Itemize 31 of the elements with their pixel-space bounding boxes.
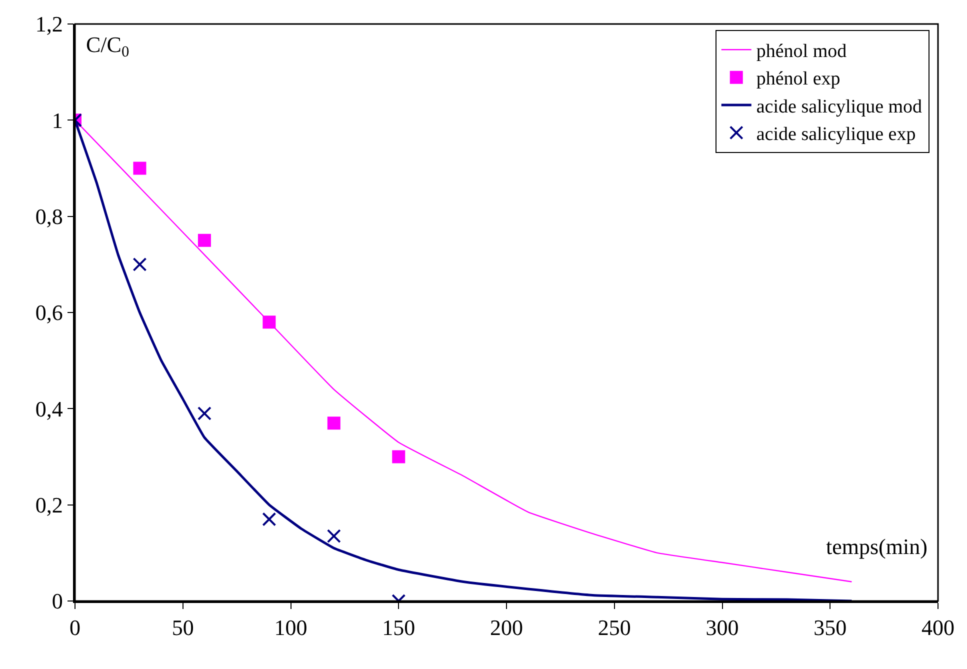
y-tick-label: 1 <box>52 108 63 133</box>
legend-label: acide salicylique exp <box>756 124 916 146</box>
x-tick-label: 150 <box>382 615 416 640</box>
y-tick-label: 0,6 <box>35 300 63 326</box>
point <box>327 416 340 430</box>
x-tick-label: 100 <box>274 615 308 640</box>
legend-label: phénol exp <box>756 68 840 90</box>
x-tick-label: 350 <box>814 615 847 640</box>
y-tick-label: 0,4 <box>35 396 63 422</box>
point <box>326 529 341 544</box>
point <box>133 162 146 175</box>
x-tick-label: 50 <box>172 615 194 640</box>
x-tick-label: 400 <box>922 615 954 640</box>
point <box>198 234 211 247</box>
x-tick-label: 0 <box>70 615 80 640</box>
x-tick-label: 200 <box>490 615 523 640</box>
point <box>132 257 147 272</box>
y-axis-title: C/C$_{0}$ <box>86 32 130 61</box>
y-tick-label: 0,2 <box>35 492 63 518</box>
x-tick-label: 300 <box>706 615 739 640</box>
point <box>392 450 406 464</box>
y-tick-label: 1,2 <box>35 12 63 37</box>
y-tick-label: 0,8 <box>35 204 63 230</box>
legend-label: acide salicylique mod <box>756 96 923 118</box>
point <box>262 512 276 526</box>
point <box>262 316 276 329</box>
point <box>197 406 212 420</box>
y-tick-label: 0 <box>52 588 63 614</box>
x-axis-title: temps(min) <box>826 534 928 559</box>
x-tick-label: 250 <box>598 615 631 640</box>
legend-label: phénol mod <box>756 41 848 62</box>
